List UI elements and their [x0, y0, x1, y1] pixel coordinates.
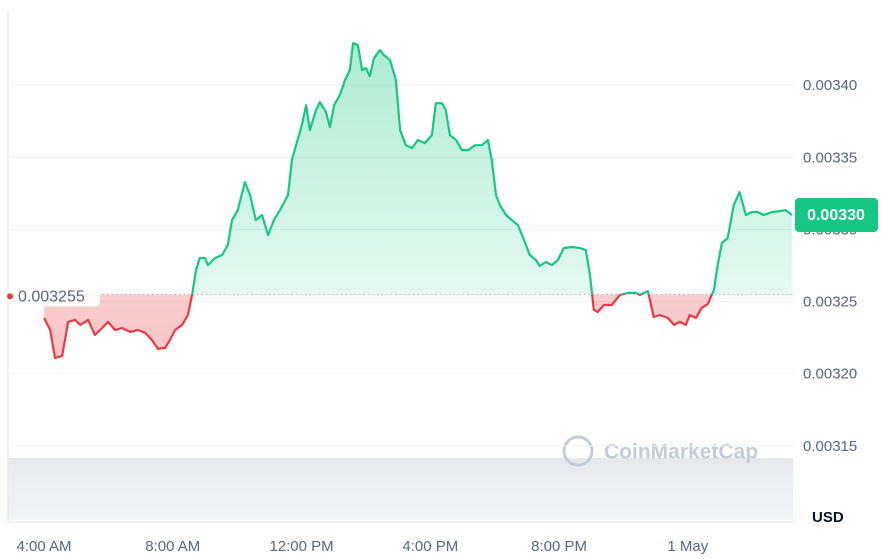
x-tick-label: 4:00 PM: [402, 538, 458, 555]
price-line-down: [43, 294, 714, 360]
y-tick-label: 0.00325: [803, 294, 857, 311]
y-tick-label: 0.00340: [803, 77, 857, 94]
baseline-label-bg: [14, 282, 100, 307]
area-down: [44, 294, 713, 358]
price-line-up: [191, 42, 793, 295]
y-tick-label: 0.00315: [803, 438, 857, 455]
x-tick-label: 8:00 PM: [531, 538, 587, 555]
last-price-badge: [795, 198, 878, 232]
volume-band: [8, 458, 793, 520]
y-unit: USD: [812, 509, 844, 526]
x-tick-label: 8:00 AM: [145, 538, 200, 555]
x-tick-label: 12:00 PM: [269, 538, 333, 555]
watermark-logo: [562, 435, 594, 467]
watermark-text: CoinMarketCap: [604, 441, 758, 464]
y-tick-label: 0.00320: [803, 366, 857, 383]
x-tick-label: 1 May: [667, 538, 708, 555]
baseline-label: 0.003255: [18, 289, 85, 306]
x-tick-label: 4:00 AM: [17, 538, 72, 555]
last-price-label: 0.00330: [807, 207, 865, 224]
y-tick-label: 0.00335: [803, 149, 857, 166]
baseline-dot: [7, 293, 13, 300]
